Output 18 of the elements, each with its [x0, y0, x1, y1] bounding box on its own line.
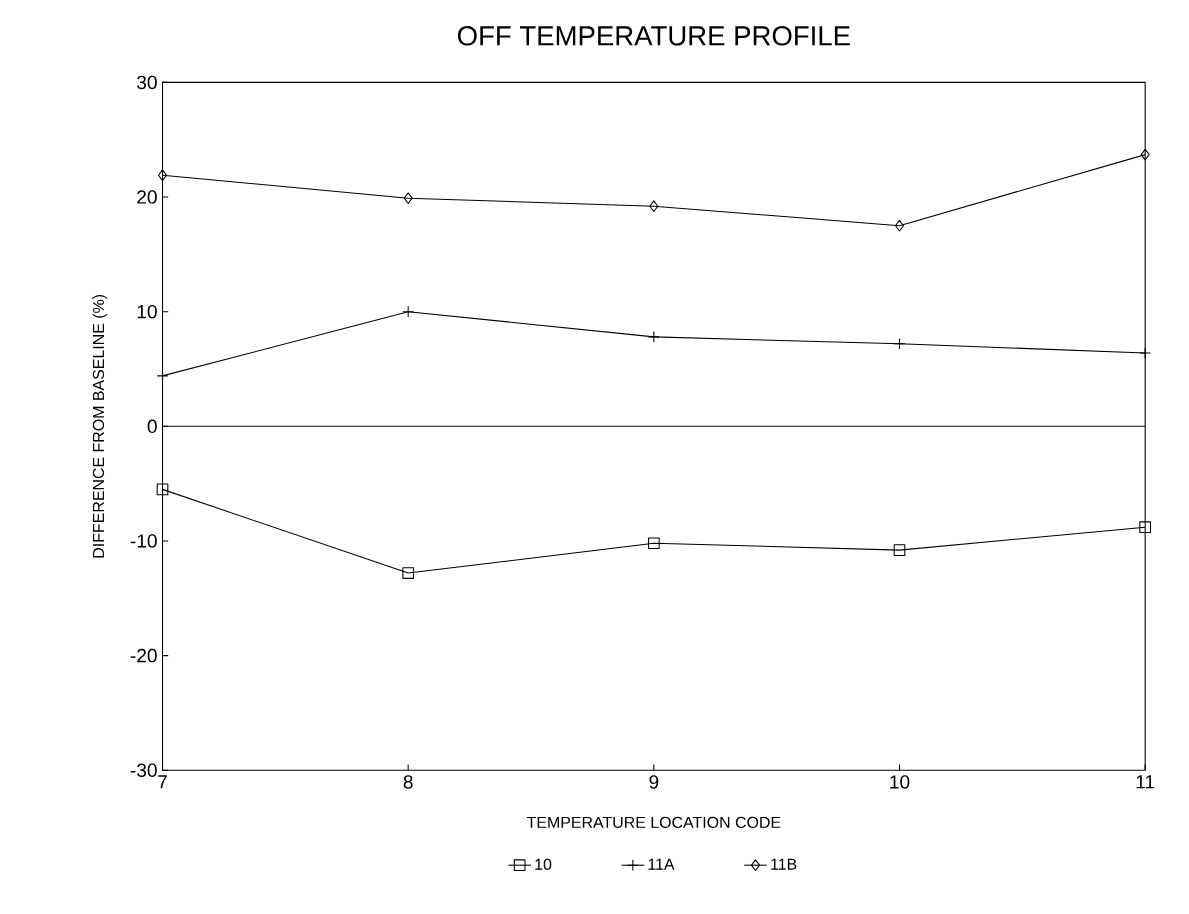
y-tick-label: -10 [130, 534, 157, 548]
y-tick-label: 20 [137, 190, 157, 204]
x-tick-label: 10 [890, 775, 910, 789]
x-tick-label: 11 [1136, 775, 1155, 789]
y-axis-title: DIFFERENCE FROM BASELINE (%) [92, 294, 108, 558]
y-tick-label: 30 [137, 75, 157, 90]
y-tick-label: 10 [137, 304, 157, 319]
x-tick-label: 9 [649, 775, 659, 789]
x-tick-label: 7 [158, 775, 167, 789]
y-tick-label: -20 [130, 648, 157, 663]
y-tick-label: -30 [130, 763, 157, 778]
x-axis-title: TEMPERATURE LOCATION CODE [526, 816, 781, 829]
legend-label: 11B [771, 858, 797, 870]
x-tick-label: 8 [403, 775, 413, 789]
y-tick-label: 0 [147, 419, 157, 434]
legend-label: 10 [535, 858, 552, 870]
legend-label: 11A [648, 858, 675, 870]
chart-title: OFF TEMPERATURE PROFILE [457, 26, 850, 46]
